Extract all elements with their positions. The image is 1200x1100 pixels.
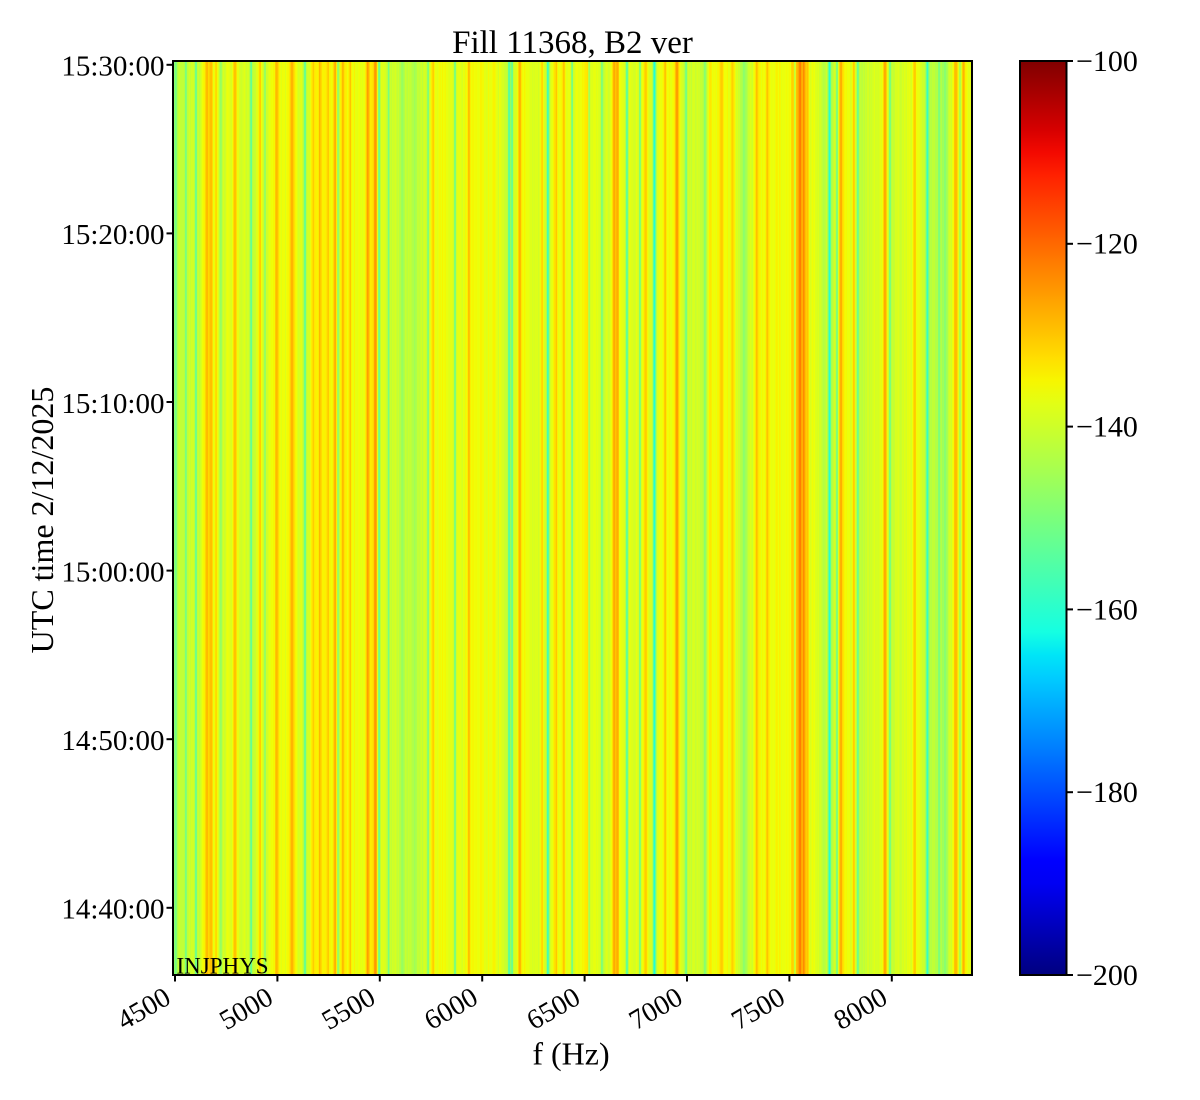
svg-text:−100: −100 [1076,45,1138,78]
svg-text:15:00:00: 15:00:00 [61,556,164,588]
svg-text:−160: −160 [1076,593,1138,626]
svg-text:15:20:00: 15:20:00 [61,219,164,251]
svg-text:INJPHYS: INJPHYS [177,954,269,979]
svg-text:UTC time 2/12/2025: UTC time 2/12/2025 [24,387,60,654]
svg-text:−120: −120 [1076,228,1138,261]
svg-text:−180: −180 [1076,776,1138,809]
svg-text:−140: −140 [1076,411,1138,444]
svg-text:f (Hz): f (Hz) [532,1036,609,1072]
svg-text:14:40:00: 14:40:00 [61,894,164,926]
svg-text:14:50:00: 14:50:00 [61,725,164,757]
svg-text:15:10:00: 15:10:00 [61,388,164,420]
svg-text:15:30:00: 15:30:00 [61,51,164,83]
svg-text:Fill 11368, B2 ver: Fill 11368, B2 ver [452,25,693,61]
svg-text:−200: −200 [1076,959,1138,992]
